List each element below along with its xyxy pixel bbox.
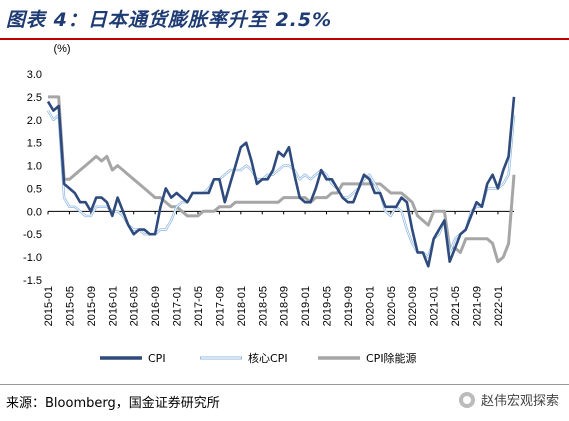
- x-tick-label: 2017-09: [214, 286, 226, 326]
- x-tick-label: 2020-09: [407, 286, 419, 326]
- x-tick-label: 2022-01: [493, 286, 505, 326]
- x-tick-label: 2020-05: [386, 286, 398, 326]
- watermark-text: 赵伟宏观探索: [480, 394, 559, 409]
- x-tick-label: 2016-05: [129, 286, 141, 326]
- chart-title: 图表 4：日本通货膨胀率升至 2.5%: [6, 9, 333, 31]
- cpi-line-chart: (%) 3.0 2.5 2.0 1.5 1.0 0.5 0.0 -0.5 -1.0 -1.5 20…: [23, 43, 516, 365]
- y-tick-label: 2.5: [27, 92, 42, 104]
- y-tick-label: 1.5: [27, 138, 42, 150]
- x-tick-label: 2021-09: [472, 286, 484, 326]
- x-tick-label: 2021-01: [429, 286, 441, 326]
- x-tick-label: 2017-05: [193, 286, 205, 326]
- legend-core-cpi-label: 核心CPI: [248, 351, 288, 365]
- y-tick-label: 0.0: [27, 206, 42, 218]
- x-tick-label: 2018-01: [236, 286, 248, 326]
- y-axis-ticks: 3.0 2.5 2.0 1.5 1.0 0.5 0.0 -0.5 -1.0 -1.5: [23, 69, 42, 287]
- x-tick-label: 2015-05: [64, 286, 76, 326]
- legend-cpi-ex-energy-label: CPI除能源: [366, 351, 417, 365]
- y-unit-label: (%): [53, 43, 70, 55]
- x-tick-label: 2016-09: [150, 286, 162, 326]
- x-tick-label: 2018-09: [279, 286, 291, 326]
- source-divider: [0, 384, 569, 385]
- series-line-cpi-ex-energy: [48, 95, 516, 264]
- legend-cpi-label: CPI: [148, 352, 166, 365]
- x-axis-ticks: 2015-01 2015-05 2015-09 2016-01 2016-05 2016-…: [43, 211, 505, 326]
- y-tick-label: 2.0: [27, 115, 42, 127]
- x-tick-label: 2017-01: [172, 286, 184, 326]
- y-tick-label: -1.0: [23, 252, 42, 264]
- y-tick-label: 1.0: [27, 161, 42, 173]
- y-tick-label: -0.5: [23, 229, 42, 241]
- series-lines: [46, 95, 516, 268]
- x-tick-label: 2016-01: [107, 286, 119, 326]
- series-line-core-cpi: [46, 109, 516, 259]
- x-tick-label: 2019-05: [322, 286, 334, 326]
- source-note: 来源：Bloomberg，国金证券研究所: [6, 396, 220, 411]
- y-tick-label: 3.0: [27, 69, 42, 81]
- y-tick-label: 0.5: [27, 183, 42, 195]
- series-line-cpi: [46, 96, 516, 268]
- x-tick-label: 2015-09: [86, 286, 98, 326]
- series-line-core-cpi-inner: [47, 110, 515, 258]
- x-tick-label: 2021-05: [450, 286, 462, 326]
- x-tick-label: 2018-05: [257, 286, 269, 326]
- title-bar: 图表 4：日本通货膨胀率升至 2.5%: [0, 0, 569, 36]
- title-divider: [0, 38, 569, 40]
- y-tick-label: -1.5: [23, 275, 42, 287]
- x-tick-label: 2015-01: [43, 286, 55, 326]
- legend: CPI 核心CPI CPI除能源: [100, 351, 417, 365]
- wechat-icon: [458, 391, 475, 408]
- watermark: 赵伟宏观探索: [458, 390, 559, 409]
- x-tick-label: 2020-01: [364, 286, 376, 326]
- x-tick-label: 2019-09: [343, 286, 355, 326]
- x-tick-label: 2019-01: [300, 286, 312, 326]
